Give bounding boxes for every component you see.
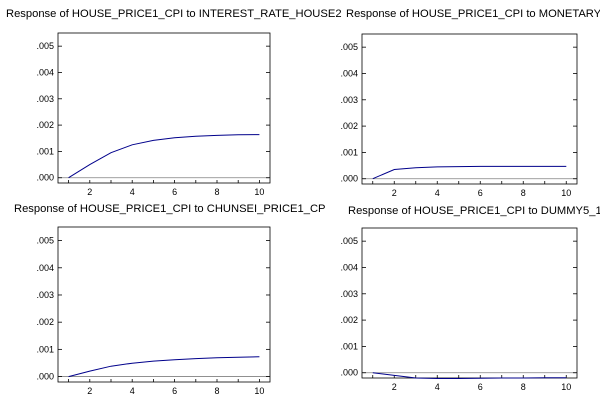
x-tick-label: 10 (561, 188, 571, 198)
y-tick-label: .004 (340, 262, 358, 272)
x-tick-label: 2 (87, 187, 92, 197)
x-tick-label: 10 (254, 386, 264, 396)
y-tick-label: .000 (340, 174, 358, 184)
y-tick-label: .004 (36, 263, 54, 273)
y-tick-label: .005 (36, 236, 54, 246)
plot-frame (361, 227, 578, 379)
y-tick-label: .003 (340, 95, 358, 105)
x-tick-label: 6 (172, 386, 177, 396)
y-tick-label: .005 (36, 41, 54, 51)
x-tick-label: 2 (87, 386, 92, 396)
plot-3: .000 .001 .002 .003 .004 .005 2 4 6 8 10 (340, 227, 578, 392)
x-tick-label: 2 (392, 188, 397, 198)
y-tick-label: .002 (340, 121, 358, 131)
y-tick-label: .002 (36, 317, 54, 327)
y-tick-label: .005 (340, 236, 358, 246)
y-tick-label: .004 (36, 67, 54, 77)
chart-title: Response of HOUSE_PRICE1_CPI to CHUNSEI_… (14, 203, 326, 215)
y-tick-label: .003 (36, 290, 54, 300)
x-tick-label: 4 (435, 188, 440, 198)
y-tick-label: .001 (340, 147, 358, 157)
x-tick-label: 8 (214, 386, 219, 396)
chart-title: Response of HOUSE_PRICE1_CPI to MONETARY (346, 8, 600, 20)
x-tick-label: 6 (478, 382, 483, 392)
plot-frame (57, 226, 271, 383)
response-line (68, 134, 260, 179)
y-tick-label: .000 (36, 173, 54, 183)
y-tick-label: .002 (340, 315, 358, 325)
y-tick-label: .005 (340, 42, 358, 52)
plot-0: .000 .001 .002 .003 .004 .005 2 4 6 8 10 (36, 32, 271, 197)
y-tick-label: .003 (36, 94, 54, 104)
y-tick-label: .000 (340, 368, 358, 378)
x-tick-label: 6 (172, 187, 177, 197)
y-tick-label: .001 (36, 146, 54, 156)
plot-2: .000 .001 .002 .003 .004 .005 2 4 6 8 10 (36, 226, 271, 396)
y-tick-label: .001 (340, 341, 358, 351)
x-tick-label: 10 (254, 187, 264, 197)
response-line (372, 372, 567, 379)
y-tick-label: .001 (36, 344, 54, 354)
y-tick-label: .003 (340, 289, 358, 299)
response-line (372, 165, 567, 180)
x-tick-label: 10 (561, 382, 571, 392)
x-tick-label: 4 (130, 386, 135, 396)
x-tick-label: 8 (521, 188, 526, 198)
chart-title: Response of HOUSE_PRICE1_CPI to INTEREST… (6, 8, 342, 20)
plot-frame (57, 32, 271, 184)
plot-1: .000 .001 .002 .003 .004 .005 2 4 6 8 10 (340, 33, 578, 198)
x-tick-label: 8 (521, 382, 526, 392)
y-tick-label: .000 (36, 372, 54, 382)
y-tick-label: .002 (36, 120, 54, 130)
plot-frame (361, 33, 578, 185)
x-tick-label: 4 (435, 382, 440, 392)
x-tick-label: 4 (130, 187, 135, 197)
x-tick-label: 2 (392, 382, 397, 392)
chart-title: Response of HOUSE_PRICE1_CPI to DUMMY5_1 (348, 205, 600, 217)
x-tick-label: 8 (214, 187, 219, 197)
x-tick-label: 6 (478, 188, 483, 198)
response-line (68, 356, 260, 378)
y-tick-label: .004 (340, 68, 358, 78)
